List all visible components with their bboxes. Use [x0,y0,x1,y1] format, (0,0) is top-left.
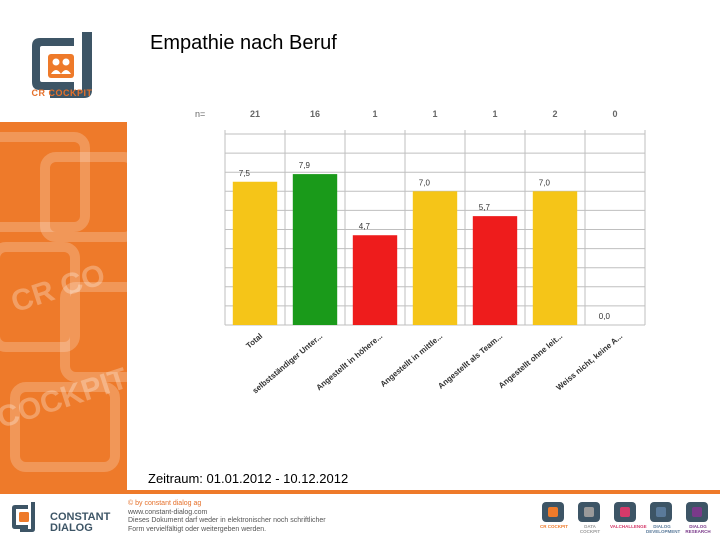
brand-line-2: DIALOG [50,523,130,534]
constant-dialog-icon [8,502,40,532]
constant-dialog-logo: CONSTANT DIALOG [8,502,123,532]
bar [293,174,337,325]
product-logo-icon [650,502,672,522]
value-label: 7,9 [299,161,311,170]
n-value: 2 [552,109,557,119]
period-label: Zeitraum: 01.01.2012 - 10.12.2012 [148,471,348,486]
product-logo-icon [542,502,564,522]
n-value: 1 [492,109,497,119]
x-tick-label: Angestellt ohne leit... [497,332,564,391]
bar-chart: n= 21 16 1 1 1 2 0 7,57,94,77,05,77,00,0 Total… [185,100,655,430]
product-logo: VALCHALLENGE [610,502,642,536]
value-label: 7,0 [539,178,551,187]
x-tick-label: Angestellt als Team... [436,332,504,391]
sidebar-decoration: CR CO COCKPIT [0,122,127,490]
n-value: 16 [310,109,320,119]
legal-line-1: Dieses Dokument darf weder in elektronis… [128,517,388,526]
value-label: 4,7 [359,222,371,231]
legal-line-2: Form vervielfältigt oder weitergeben wer… [128,526,388,535]
product-logo-icon [578,502,600,522]
x-tick-label: Angestellt in höhere... [314,332,384,393]
product-logo: DATA COCKPIT [574,502,606,536]
page-title: Empathie nach Beruf [150,32,337,55]
product-logos: CR COCKPIT DATA COCKPIT VALCHALLENGE DIALOG… [538,502,718,536]
footer: CONSTANT DIALOG © by constant dialog ag … [0,494,720,540]
product-logo-label: DIALOG RESEARCH [682,524,714,534]
product-logo: DIALOG RESEARCH [682,502,714,536]
x-tick-label: Angestellt in mittle... [379,332,445,389]
bar [413,191,457,325]
product-logo-label: DIALOG DEVELOPMENT [646,524,678,534]
n-value: 1 [432,109,437,119]
product-logo-label: DATA COCKPIT [574,524,606,534]
bar [353,235,397,325]
value-label: 7,5 [239,169,251,178]
n-value: 1 [372,109,377,119]
bar [473,216,517,325]
website: www.constant-dialog.com [128,509,388,518]
product-logo-label: CR COCKPIT [538,524,570,529]
product-logo-label: VALCHALLENGE [610,524,642,529]
value-label: 0,0 [599,312,611,321]
product-logo: CR COCKPIT [538,502,570,536]
n-value: 0 [612,109,617,119]
bar [233,182,277,325]
product-logo-icon [614,502,636,522]
n-label: n= [195,109,205,119]
copyright: © by constant dialog ag [128,500,388,509]
product-logo: DIALOG DEVELOPMENT [646,502,678,536]
sidebar: CR COCKPIT CR CO COCKPIT [0,0,127,490]
value-label: 5,7 [479,203,491,212]
value-label: 7,0 [419,178,431,187]
bar [533,191,577,325]
footer-legal: © by constant dialog ag www.constant-dia… [128,500,388,534]
product-logo-icon [686,502,708,522]
cr-cockpit-logo [22,22,102,112]
x-tick-label: Total [244,332,264,351]
x-tick-label: Weiss nicht, keine A... [554,332,624,393]
n-value: 21 [250,109,260,119]
logo-text: CR COCKPIT [14,88,110,98]
x-tick-label: selbstständiger Unter... [251,332,325,396]
